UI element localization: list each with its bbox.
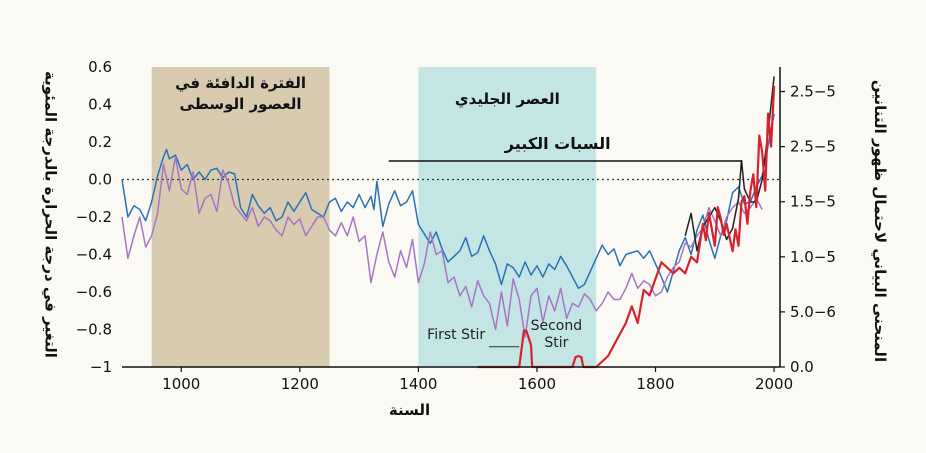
series-lines: [121, 76, 776, 369]
left-tick-label: 0.2: [88, 133, 112, 151]
right-tick-label: 5.0−6: [790, 303, 836, 321]
region-0-label-line1: الفترة الدافئة في: [175, 74, 306, 92]
x-tick-label: 1000: [162, 375, 200, 393]
grand-slumber-bracket: السبات الكبير: [388, 134, 743, 169]
series-line-0: [121, 113, 775, 293]
right-axis-title-text: المنحنى البياني لاحتمال ظهور التنانين: [871, 79, 889, 363]
first-stir-label: First Stir: [427, 327, 485, 343]
right-tick-label: 1.0−5: [790, 248, 836, 266]
region-0-label-line2: العصور الوسطى: [180, 95, 302, 113]
right-tick-label: 2.5−5: [790, 83, 836, 101]
region-1-label-line1: العصر الجليدي: [455, 90, 560, 109]
shaded-regions: الفترة الدافئة في العصور الوسطى العصر الجل…: [151, 67, 597, 367]
left-tick-label: −0.8: [76, 321, 112, 339]
x-tick-label: 1400: [399, 375, 437, 393]
left-axis-title-text: التغير في درجة الحرارة بالدرجة المئوية: [41, 71, 60, 358]
x-axis-title: السنة: [389, 401, 430, 419]
x-tick-label: 1600: [518, 375, 556, 393]
x-tick-label: 1200: [281, 375, 319, 393]
region-0: [151, 67, 330, 367]
bracket-label: السبات الكبير: [504, 134, 611, 153]
left-tick-label: −1: [90, 358, 112, 376]
left-tick-label: −0.4: [76, 246, 112, 264]
left-tick-label: 0.4: [88, 96, 112, 114]
right-tick-label: 2.5−5: [790, 138, 836, 156]
axes: [122, 67, 781, 368]
x-tick-label: 1800: [636, 375, 674, 393]
left-tick-label: −0.6: [76, 283, 112, 301]
left-tick-label: 0.6: [88, 58, 112, 76]
series-line-1: [121, 156, 763, 338]
right-tick-label: 0.0: [790, 358, 814, 376]
right-tick-label: 1.5−5: [790, 193, 836, 211]
x-tick-label: 2000: [755, 375, 793, 393]
left-axis-title: التغير في درجة الحرارة بالدرجة المئوية: [41, 25, 60, 405]
right-axis-title: المنحنى البياني لاحتمال ظهور التنانين: [871, 51, 889, 391]
second-stir-label-line2: Stir: [544, 335, 568, 351]
bracket-line: [388, 160, 743, 169]
series-line-3: [477, 85, 776, 369]
left-tick-label: 0.0: [88, 171, 112, 189]
second-stir-label-line1: Second: [531, 318, 583, 334]
tick-labels: 1000 1200 1400 1600 1800 2000 0.6 0.4 0.2 0.0 −0.2…: [76, 58, 836, 393]
left-tick-label: −0.2: [76, 208, 112, 226]
